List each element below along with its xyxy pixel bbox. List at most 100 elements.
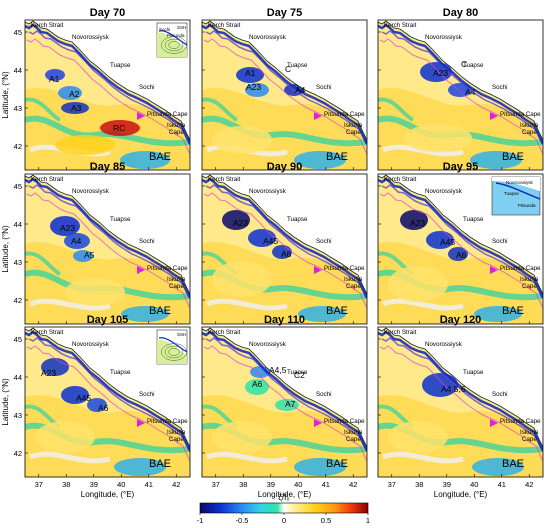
y-tick-label: 43 [14, 104, 22, 113]
inset-label: Novorossiysk [506, 180, 534, 185]
place-label: Novorossiysk [425, 188, 463, 195]
y-tick-label: 45 [14, 28, 22, 37]
map-panel: Day 95 Kerch Strait Novorossiysk Tuapse Soch… [377, 161, 544, 325]
region-label: BAE [326, 458, 348, 470]
eddy-label: A6 [456, 250, 467, 260]
place-label: Iskuria [167, 122, 186, 129]
pitsunda-marker [490, 419, 498, 427]
inset-label: Tuapse [504, 191, 519, 196]
isobath-line [26, 38, 190, 156]
place-label: Tuapse [110, 62, 131, 69]
vorticity-filament [29, 298, 111, 311]
coastline [25, 20, 190, 141]
eddy-label: A3 [71, 103, 82, 113]
colorbar-tick-label: -1 [197, 516, 204, 525]
panel-title: Day 105 [87, 314, 129, 326]
land-area [25, 174, 190, 294]
coastal-current [202, 330, 367, 452]
place-label: Sochi [139, 391, 154, 398]
vorticity-eddy [472, 458, 524, 476]
land-area [202, 327, 367, 447]
y-axis-label: Latitude, (°N) [1, 378, 10, 426]
place-label: Pitsunda Cape [500, 111, 541, 118]
ssh-inset: Novorossiysk Tuapse Pitsunda [491, 176, 541, 216]
y-tick-label: 43 [14, 411, 22, 420]
eddy-label: A4 [295, 85, 306, 95]
panel-frame [377, 326, 544, 478]
vorticity-eddy [61, 102, 89, 114]
place-label: Kerch Strait [208, 176, 241, 183]
colorbar-tick-label: 1 [366, 516, 370, 525]
isobath-line [28, 184, 190, 298]
coastal-current [202, 177, 367, 299]
eddy-label: A23 [410, 218, 425, 228]
panel-frame [24, 19, 191, 171]
place-label: Cape [169, 129, 184, 136]
place-label: Novorossiysk [425, 34, 463, 41]
vorticity-eddy [245, 83, 269, 97]
pitsunda-marker [137, 266, 145, 274]
place-label: Novorossiysk [249, 34, 287, 41]
pitsunda-marker [314, 112, 322, 120]
place-label: Iskuria [344, 122, 363, 129]
inset-label: SSH [177, 332, 186, 337]
vorticity-eddy [294, 458, 346, 476]
y-axis-label: Latitude, (°N) [1, 225, 10, 273]
vorticity-eddy [100, 120, 140, 136]
vorticity-eddy [212, 421, 272, 453]
eddy-label: A6 [281, 249, 292, 259]
inset-current [495, 182, 541, 200]
map-panel: Day 120 Kerch Strait Novorossiysk Tuapse Soc… [377, 314, 544, 478]
place-label: Cape [346, 129, 361, 136]
eddy-label: A45 [440, 237, 455, 247]
place-label: Sochi [139, 238, 154, 245]
isobath-line [203, 192, 367, 310]
isobath-line [379, 192, 543, 310]
isobath-line [381, 184, 543, 298]
coastline [202, 20, 367, 141]
place-label: Iskuria [520, 276, 539, 283]
x-tick-label: 41 [322, 480, 330, 489]
inset-current [158, 30, 188, 46]
coastal-current [378, 330, 543, 452]
panel-title: Day 85 [90, 161, 125, 173]
vorticity-eddy [35, 421, 95, 453]
place-label: Kerch Strait [384, 329, 417, 336]
region-label: BAE [502, 151, 524, 163]
vorticity-eddy [404, 124, 472, 152]
y-tick-label: 44 [14, 220, 22, 229]
inset-contour [168, 41, 180, 49]
place-label: Kerch Strait [208, 22, 241, 29]
x-tick-label: 38 [239, 480, 247, 489]
eddy-label: A4,5 [269, 365, 287, 375]
eddy-label: A6 [252, 379, 263, 389]
y-tick-label: 45 [14, 182, 22, 191]
x-tick-label: 42 [525, 480, 533, 489]
inset-contour [164, 345, 184, 359]
vorticity-eddy [64, 233, 90, 249]
vorticity-eddy [426, 231, 454, 249]
land-area [378, 327, 543, 447]
panel-frame [377, 173, 544, 325]
isobath-line [205, 184, 367, 298]
vorticity-eddy [212, 126, 272, 154]
panel-title: Day 70 [90, 7, 125, 19]
pitsunda-marker [490, 266, 498, 274]
place-label: Iskuria [167, 429, 186, 436]
place-label: Pitsunda Cape [147, 418, 188, 425]
pitsunda-marker [490, 112, 498, 120]
coastline [202, 327, 367, 448]
map-panel: Day 80 Kerch Strait Novorossiysk Tuapse Soch… [377, 7, 544, 171]
eddy-label: A7 [285, 399, 296, 409]
eddy-label: A45 [263, 236, 278, 246]
inset-label: SSH [177, 25, 186, 30]
x-tick-label: 38 [62, 480, 70, 489]
vorticity-eddy [114, 458, 166, 476]
eddy-label: C [461, 59, 467, 69]
place-label: Cape [346, 283, 361, 290]
vorticity-filament [25, 251, 62, 276]
panel-frame [24, 326, 191, 478]
y-tick-label: 45 [14, 335, 22, 344]
y-tick-label: 43 [14, 258, 22, 267]
eddy-label: A6 [98, 403, 109, 413]
